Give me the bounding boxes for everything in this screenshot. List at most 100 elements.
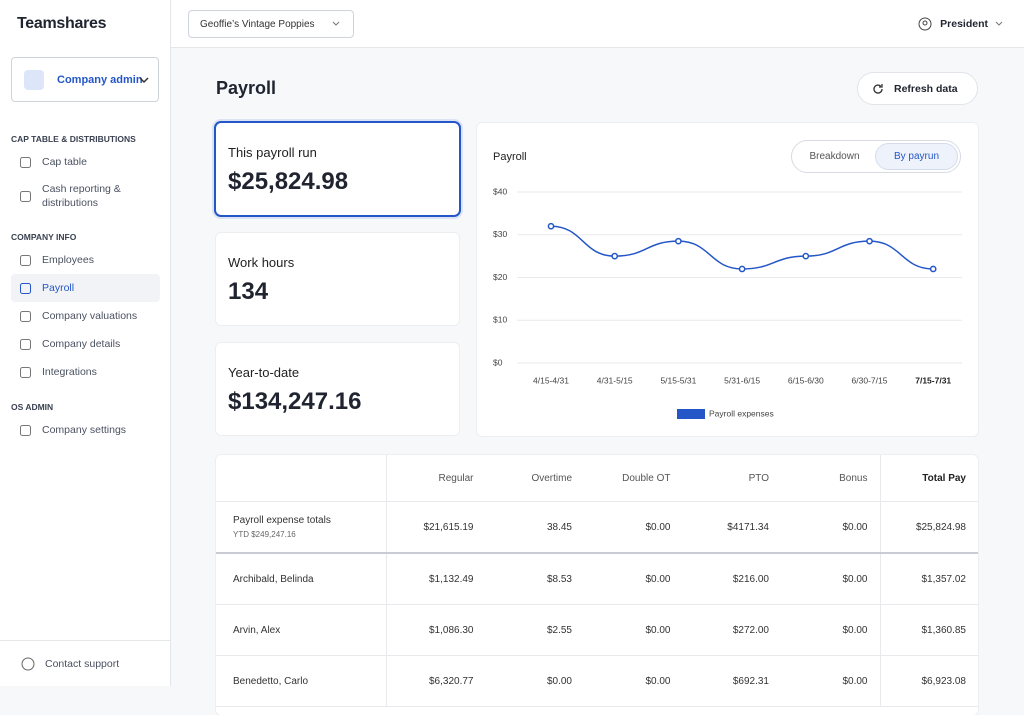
cell: $1,360.85 [879, 605, 979, 655]
nav-section-title: COMPANY INFO [11, 232, 77, 242]
nav-item[interactable]: Cap table [11, 148, 160, 176]
stat-card[interactable]: Work hours 134 [216, 233, 459, 325]
nav-section-title: OS ADMIN [11, 402, 54, 412]
footer-label: Contact support [45, 657, 120, 670]
header-cell-empty [216, 455, 387, 501]
point [866, 237, 873, 245]
series-line [550, 225, 934, 270]
cell: $216.00 [732, 573, 769, 585]
legend-swatch [677, 409, 705, 419]
brand[interactable]: Teamshares [17, 15, 107, 32]
point [929, 265, 937, 273]
cell: $0.00 [645, 675, 671, 687]
x-tick-label: 7/15-7/31 [915, 375, 951, 385]
table-row: Archibald, Belinda $1,132.49 $8.53 $0.00 $21… [216, 554, 978, 605]
chart-title: Payroll [493, 151, 527, 163]
cell: $0.00 [645, 573, 671, 585]
row-name-cell: Payroll expense totals YTD $249,247.16 [216, 502, 387, 552]
point [802, 252, 810, 260]
nav-label: Company details [42, 338, 121, 350]
column-header: Overtime [531, 472, 572, 484]
icon-shape [20, 190, 31, 202]
cell: $6,923.08 [879, 656, 979, 706]
icon-shape [20, 338, 31, 350]
icon-shape [20, 366, 31, 378]
nav-icon [20, 310, 31, 322]
nav-icon [20, 424, 31, 436]
stat-label: Year-to-date [228, 365, 300, 380]
x-tick-label: 4/15-4/31 [533, 375, 569, 385]
company-selector[interactable]: Geoffie’s Vintage Poppies [188, 10, 354, 38]
row-name-cell: Benedetto, Carlo [216, 656, 387, 706]
refresh-icon [873, 83, 883, 94]
refresh-button[interactable]: Refresh data [857, 72, 978, 105]
table-header: Regular Overtime Double OT PTO Bonus Total Pa… [216, 455, 978, 502]
cell: $0.00 [842, 573, 868, 585]
toggle-option[interactable]: By payrun [875, 143, 958, 170]
cell: 38.45 [546, 521, 572, 533]
chart-card: Payroll $0 $10 $20 $30 $40 4/15-4/31 4/31-5/15… [477, 123, 978, 436]
user-menu[interactable]: President [918, 17, 1004, 31]
nav-item[interactable]: Company valuations [11, 302, 160, 330]
nav-icon [20, 190, 31, 202]
nav-label: Payroll [42, 282, 75, 294]
cell: $4171.34 [727, 521, 769, 533]
table-row: Payroll expense totals YTD $249,247.16 $21… [216, 502, 978, 554]
contact-support[interactable]: Contact support [0, 640, 171, 686]
stat-value: $134,247.16 [228, 388, 362, 415]
nav-icon [20, 156, 31, 168]
icon-shape [20, 424, 31, 436]
cell: $21,615.19 [423, 521, 474, 533]
row-name-cell: Archibald, Belinda [216, 554, 387, 604]
nav-item[interactable]: Company details [11, 330, 160, 358]
icon-shape [20, 254, 31, 266]
column-header: PTO [748, 472, 769, 484]
icon-shape [20, 156, 31, 168]
topbar: Geoffie’s Vintage Poppies President [171, 0, 1024, 48]
nav-section-title: CAP TABLE & DISTRIBUTIONS [11, 134, 136, 144]
nav-icon [20, 282, 31, 294]
nav-item[interactable]: Employees [11, 246, 160, 274]
chart: Payroll $0 $10 $20 $30 $40 4/15-4/31 4/31-5/15… [493, 151, 962, 419]
nav-item[interactable]: Payroll [11, 274, 160, 302]
icon-shape [20, 310, 31, 322]
stat-label: Work hours [228, 255, 295, 270]
row-name: Arvin, Alex [233, 624, 281, 636]
cell: $1,357.02 [879, 554, 979, 604]
stat-label: This payroll run [228, 145, 317, 160]
nav-label: Employees [42, 254, 94, 266]
stat-card[interactable]: Year-to-date $134,247.16 [216, 343, 459, 435]
nav-label: Company valuations [42, 310, 138, 322]
y-tick-label: $0 [493, 357, 503, 367]
cell: $0.00 [645, 624, 671, 636]
nav-label: Cap table [42, 156, 87, 168]
nav-item[interactable]: Integrations [11, 358, 160, 386]
role-selector[interactable]: Company admin [11, 57, 159, 102]
point [547, 222, 555, 230]
row-name-cell: Arvin, Alex [216, 605, 387, 655]
payroll-table: Regular Overtime Double OT PTO Bonus Total Pa… [216, 455, 978, 715]
column-header: Bonus [839, 472, 868, 484]
toggle-option[interactable]: Breakdown [809, 151, 860, 162]
chevron [332, 21, 340, 26]
row-name: Payroll expense totals [233, 515, 331, 526]
cell: $8.53 [546, 573, 572, 585]
user-role: President [940, 18, 988, 30]
legend-label: Payroll expenses [709, 408, 774, 418]
row-name: Benedetto, Carlo [233, 675, 309, 687]
nav-item[interactable]: Cash reporting & distributions [11, 176, 160, 216]
nav-label: Cash reporting & distributions [42, 183, 121, 209]
column-header: Double OT [622, 472, 671, 484]
column-header: Regular [438, 472, 474, 484]
cell: $1,086.30 [429, 624, 474, 636]
stat-card[interactable]: This payroll run $25,824.98 [216, 123, 459, 215]
refresh-label: Refresh data [894, 82, 958, 95]
cell: $0.00 [842, 624, 868, 636]
page-title: Payroll [216, 78, 277, 98]
cell: $25,824.98 [879, 502, 979, 552]
nav-item[interactable]: Company settings [11, 416, 160, 444]
sidebar: Teamshares Company admin CAP TABLE & DIS… [0, 0, 171, 686]
cell: $272.00 [732, 624, 769, 636]
x-tick-label: 6/15-6/30 [788, 375, 824, 385]
